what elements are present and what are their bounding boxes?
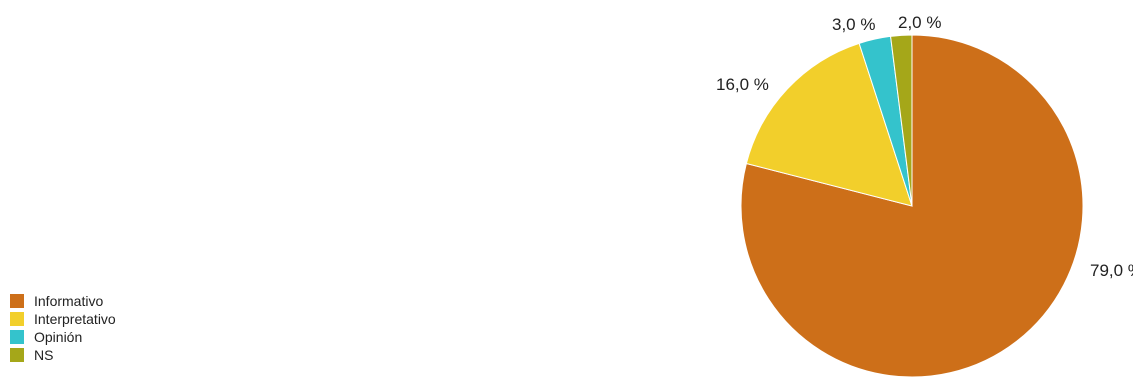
legend-swatch-informativo bbox=[10, 294, 24, 308]
legend-label-ns: NS bbox=[34, 347, 54, 363]
legend-item-opinion: Opinión bbox=[10, 328, 116, 346]
data-label-opinion: 3,0 % bbox=[832, 15, 875, 34]
data-label-ns: 2,0 % bbox=[898, 13, 941, 32]
pie-slice-informativo bbox=[740, 34, 1084, 378]
legend-swatch-opinion bbox=[10, 330, 24, 344]
data-label-interpretativo: 16,0 % bbox=[716, 75, 769, 94]
legend-item-ns: NS bbox=[10, 346, 116, 364]
pie-slice-ns bbox=[890, 34, 913, 207]
legend-swatch-ns bbox=[10, 348, 24, 362]
legend-label-informativo: Informativo bbox=[34, 293, 104, 309]
legend-label-interpretativo: Interpretativo bbox=[34, 311, 116, 327]
legend-label-opinion: Opinión bbox=[34, 329, 83, 345]
legend-item-informativo: Informativo bbox=[10, 292, 116, 310]
legend-item-interpretativo: Interpretativo bbox=[10, 310, 116, 328]
pie-slice-interpretativo bbox=[745, 42, 913, 207]
legend-swatch-interpretativo bbox=[10, 312, 24, 326]
legend: Informativo Interpretativo Opinión NS bbox=[10, 292, 116, 364]
data-label-informativo: 79,0 % bbox=[1090, 261, 1133, 280]
